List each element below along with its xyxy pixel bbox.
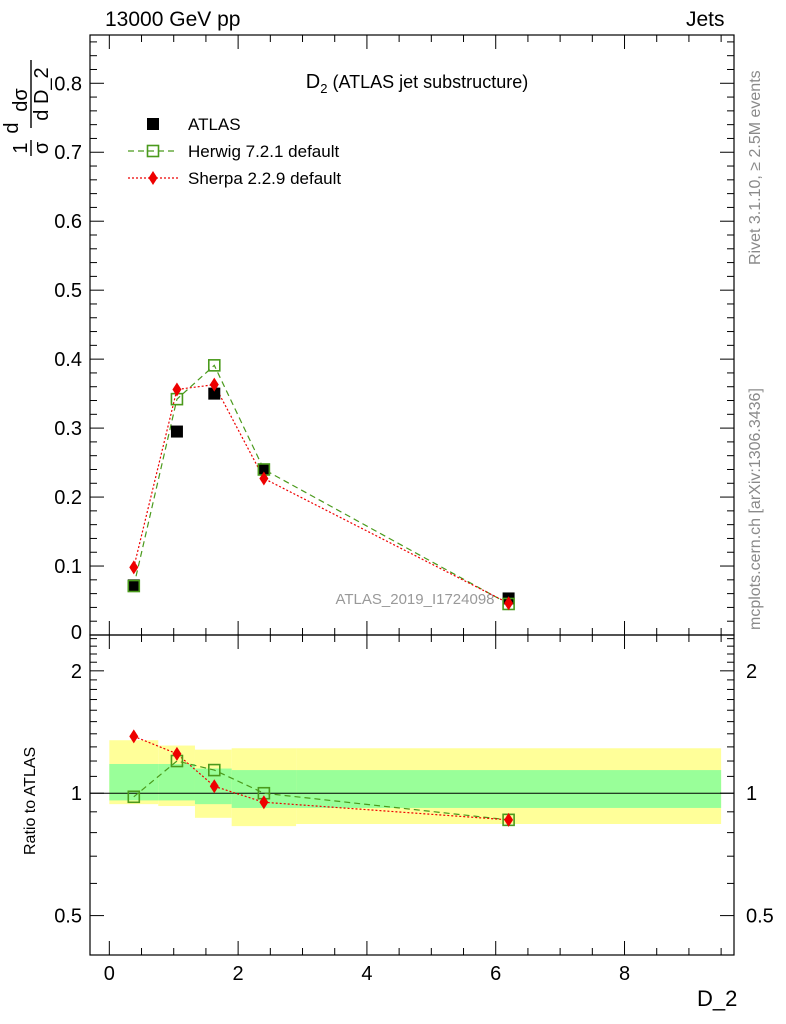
data-point-sherpa-2-2-9-default — [209, 377, 219, 392]
data-point-atlas — [127, 579, 140, 592]
ratio-line-herwig-7-2-1-default — [133, 760, 509, 821]
y-tick-label: 0.1 — [54, 556, 82, 578]
uncertainty-band-green — [158, 763, 195, 801]
series-line-herwig-7-2-1-default — [133, 364, 509, 605]
ratio-y-tick-label: 1 — [71, 783, 82, 805]
ratio-point-sherpa-2-2-9-default — [172, 746, 182, 761]
y-label-d: d — [1, 122, 23, 133]
ratio-point-herwig-7-2-1-default — [207, 763, 221, 777]
y-label-denominator-sigma: σ — [31, 141, 53, 154]
series-line-sherpa-2-2-9-default — [133, 384, 509, 604]
legend-marker — [146, 144, 160, 158]
data-point-sherpa-2-2-9-default — [129, 560, 139, 575]
y-tick-label: 0.3 — [54, 418, 82, 440]
ratio-point-sherpa-2-2-9-default — [259, 795, 269, 810]
x-tick-label: 6 — [490, 963, 501, 985]
ratio-point-sherpa-2-2-9-default — [504, 812, 514, 827]
x-tick-label: 4 — [361, 963, 372, 985]
ratio-y-tick-label-right: 2 — [746, 661, 757, 683]
header-right: Jets — [686, 8, 725, 31]
legend-entry: ATLAS — [188, 115, 241, 134]
y-label-numerator-1: 1 — [10, 142, 32, 153]
legend: ATLAS Herwig 7.2.1 default Sherpa 2.2.9 de… — [128, 115, 341, 188]
y-tick-label: 0.2 — [54, 487, 82, 509]
ratio-plot-panel: 0 2 4 6 8 0.5 0.5 1 1 2 2 — [54, 634, 774, 985]
y-tick-label: 0.7 — [54, 142, 82, 164]
data-point-herwig-7-2-1-default — [127, 579, 141, 593]
y-tick-label-zero: 0 — [71, 622, 82, 644]
x-tick-label: 2 — [233, 963, 244, 985]
data-point-herwig-7-2-1-default — [207, 359, 221, 372]
data-point-atlas — [208, 387, 221, 400]
ratio-y-tick-label: 0.5 — [54, 906, 82, 928]
ratio-plot-frame — [89, 634, 735, 956]
y-axis-label: 1 σ dσ d D_2d — [1, 60, 53, 156]
ratio-y-tick-label: 2 — [71, 661, 82, 683]
ratio-point-sherpa-2-2-9-default — [209, 779, 219, 794]
ratio-y-tick-label-right: 0.5 — [746, 906, 774, 928]
y-label-numerator-dsigma: dσ — [10, 88, 32, 112]
main-plot-frame — [89, 34, 735, 636]
x-tick-label: 0 — [104, 963, 115, 985]
ratio-y-tick-label-right: 1 — [746, 783, 757, 805]
header-left: 13000 GeV pp — [105, 8, 241, 31]
plot-title: D2 (ATLAS jet substructure) — [306, 71, 528, 96]
y-tick-label: 0.5 — [54, 280, 82, 302]
uncertainty-band-green — [296, 770, 722, 808]
data-point-sherpa-2-2-9-default — [172, 382, 182, 397]
data-point-sherpa-2-2-9-default — [259, 471, 269, 486]
data-point-sherpa-2-2-9-default — [504, 596, 514, 611]
ratio-point-herwig-7-2-1-default — [127, 790, 141, 804]
main-plot-panel: 0.1 0.2 0.3 0.4 0.5 0.6 0.7 0.8 0 D2 (ATLAS jet s… — [54, 34, 735, 644]
legend-entry: Sherpa 2.2.9 default — [188, 169, 341, 188]
data-point-atlas — [170, 425, 183, 438]
legend-entry: Herwig 7.2.1 default — [188, 142, 339, 161]
analysis-label: ATLAS_2019_I1724098 — [335, 591, 494, 608]
uncertainty-band-green — [109, 763, 159, 801]
y-label-denominator-dvar: d D_2 — [31, 67, 53, 120]
y-tick-label: 0.4 — [54, 349, 82, 371]
x-tick-label: 8 — [619, 963, 630, 985]
y-tick-label: 0.6 — [54, 211, 82, 233]
data-point-atlas — [257, 463, 270, 476]
legend-marker — [148, 171, 158, 185]
y-tick-label: 0.8 — [54, 73, 82, 95]
legend-marker — [147, 118, 159, 130]
ratio-point-sherpa-2-2-9-default — [129, 729, 139, 744]
x-axis-label: D_2 — [697, 986, 738, 1011]
